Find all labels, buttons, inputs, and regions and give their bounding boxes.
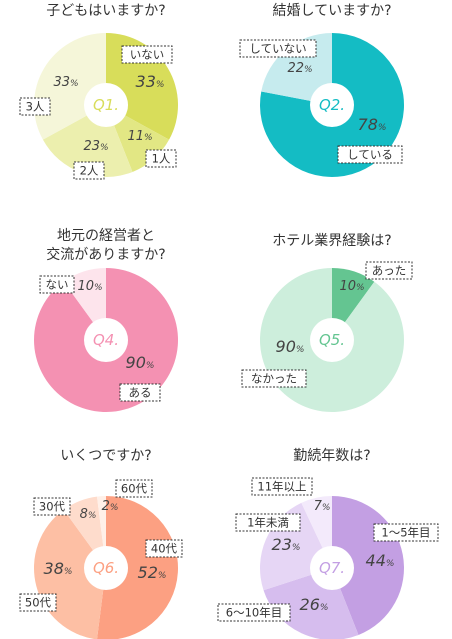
slice-category-label: 3人 [26,100,45,114]
slice-percent-label: 10% [339,279,364,294]
slice-category-tag: あった [365,261,413,280]
slice-percent-label: 38% [44,559,73,578]
question-title: 子どもはいますか? [46,3,165,19]
question-badge: Q2. [319,96,345,114]
question-badge: Q4. [93,331,119,349]
slice-category-tag: 1年未満 [235,513,301,532]
center-hole [310,546,354,590]
slice-category-label: いない [130,48,165,62]
question-badge: Q1. [93,96,119,114]
slice-category-label: 60代 [121,482,148,496]
pie-chart-q7: 勤続年数は? Q7. 44% 1〜5年目 26% 6〜10年目 23% 1年未満 7% 11年以上 [217,447,439,639]
center-hole [84,318,128,362]
slice-category-tag: なかった [241,369,307,388]
question-title: いくつですか? [60,448,151,464]
question-title: 地元の経営者と [57,228,155,244]
slice-category-label: ない [46,278,69,292]
slice-percent-label: 90% [126,353,155,372]
slice-category-tag: 11年以上 [251,477,313,496]
center-hole [310,318,354,362]
slice-category-tag: 30代 [33,497,71,516]
slice-category-label: なかった [251,372,297,386]
slice-percent-label: 23% [272,535,301,554]
slice-category-label: 30代 [39,500,66,514]
slice-category-tag: 60代 [115,479,153,498]
slice-percent-label: 33% [53,75,78,90]
question-title: 結婚していますか? [272,3,391,19]
slice-percent-label: 7% [314,499,331,514]
pie-chart-q2: 結婚していますか? Q2. 78% している 22% していない [239,3,404,177]
pie-slice [97,496,178,639]
slice-category-label: ある [129,386,152,400]
question-title: 交流がありますか? [46,246,165,263]
slice-category-label: 1人 [152,152,171,166]
slice-category-tag: 6〜10年目 [217,603,291,622]
slice-percent-label: 52% [138,563,167,582]
center-hole [310,83,354,127]
slice-category-label: 50代 [25,596,52,610]
question-title: 勤続年数は? [293,447,370,464]
slice-category-label: あった [372,264,407,278]
slice-percent-label: 10% [77,279,102,294]
slice-percent-label: 2% [102,499,119,514]
question-title: ホテル業界経験は? [272,233,391,249]
slice-percent-label: 23% [83,139,108,154]
slice-category-label: 11年以上 [257,480,306,494]
slice-category-label: している [347,148,393,162]
slice-category-label: 40代 [151,542,178,556]
slice-category-tag: していない [239,39,317,58]
slice-percent-label: 44% [366,551,395,570]
slice-category-tag: 1人 [145,149,177,168]
slice-percent-label: 78% [358,115,387,134]
slice-category-tag: 3人 [19,97,51,116]
slice-category-label: 2人 [80,164,99,178]
pie-chart-q6: いくつですか? Q6. 52% 40代 38% 50代 8% 30代 2%60代 [19,448,183,639]
question-badge: Q7. [319,559,345,577]
slice-percent-label: 90% [276,337,305,356]
slice-percent-label: 11% [127,129,152,144]
slice-category-label: 1年未満 [247,516,289,530]
slice-category-label: 6〜10年目 [226,606,282,620]
slice-percent-label: 33% [136,72,165,91]
slice-category-tag: 1〜5年目 [373,523,439,542]
slice-category-tag: 50代 [19,593,57,612]
pie-chart-q5: ホテル業界経験は? Q5. 10% あった 90% なかった [241,233,413,413]
slice-category-tag: ない [39,275,75,294]
slice-category-tag: している [337,145,403,164]
question-badge: Q6. [93,559,119,577]
slice-category-tag: ある [119,383,161,402]
slice-category-tag: 2人 [73,161,105,180]
slice-category-label: していない [249,42,306,56]
center-hole [84,546,128,590]
center-hole [84,83,128,127]
slice-category-tag: 40代 [145,539,183,558]
slice-percent-label: 22% [287,61,312,76]
slice-category-label: 1〜5年目 [381,526,430,540]
slice-percent-label: 26% [300,595,329,614]
slice-category-tag: いない [121,45,173,64]
slice-percent-label: 8% [80,507,97,522]
pie-chart-q1: 子どもはいますか? Q1. 33% いない 11%1人 23% 2人 33% 3人 [19,3,179,180]
question-badge: Q5. [319,331,345,349]
